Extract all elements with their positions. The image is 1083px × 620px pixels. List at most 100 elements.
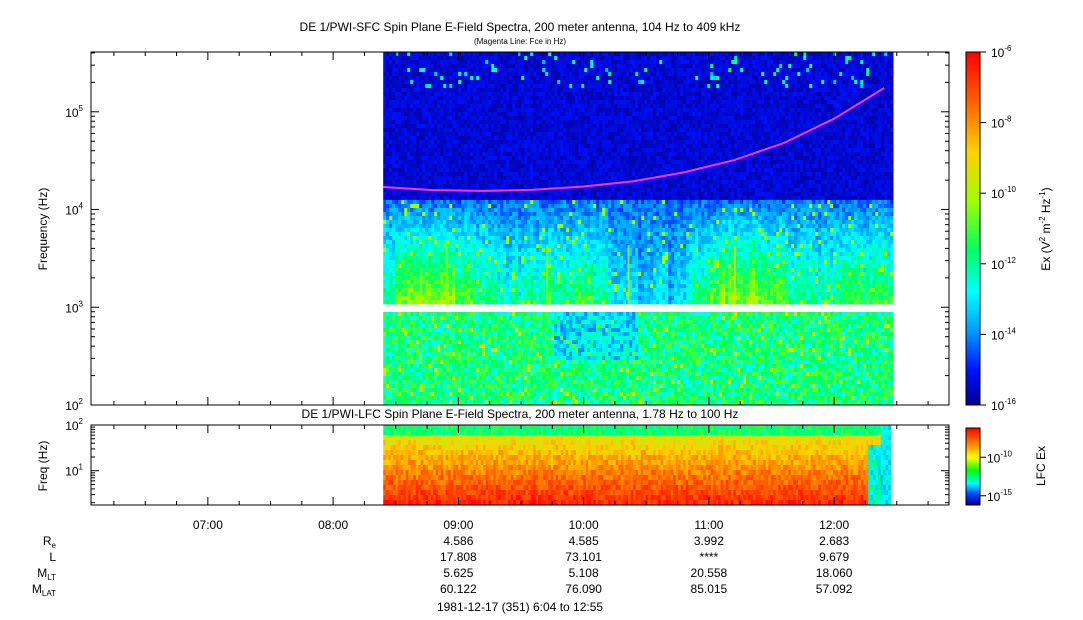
top-spectrogram-cell (533, 68, 537, 73)
top-spectrogram-cell (515, 72, 519, 77)
top-spectrogram-cell (851, 132, 855, 137)
top-spectrogram-cell (704, 152, 708, 157)
top-spectrogram-cell (887, 164, 891, 169)
top-spectrogram-cell (533, 56, 537, 61)
top-spectrogram-cell (464, 88, 468, 93)
top-spectrogram-cell (473, 156, 477, 161)
top-spectrogram-cell (509, 168, 513, 173)
top-spectrogram-cell (749, 160, 753, 165)
top-spectrogram-cell (620, 120, 624, 125)
top-spectrogram-cell (404, 80, 408, 85)
top-spectrogram-cell (470, 152, 474, 157)
top-spectrogram-cell (554, 144, 558, 149)
top-spectrogram-cell (590, 56, 594, 61)
top-spectrogram-cell (752, 80, 756, 85)
top-spectrogram-cell (386, 160, 390, 165)
top-spectrogram-cell (836, 84, 840, 89)
top-spectrogram-cell (548, 168, 552, 173)
top-spectrogram-cell (512, 64, 516, 69)
top-spectrogram-cell (509, 132, 513, 137)
top-spectrogram-cell (608, 160, 612, 165)
top-spectrogram-cell (461, 168, 465, 173)
top-spectrogram-cell (731, 96, 735, 101)
top-spectrogram-cell (479, 120, 483, 125)
top-spectrogram-cell (791, 84, 795, 89)
top-spectrogram-cell (749, 68, 753, 73)
top-spectrogram-cell (590, 124, 594, 129)
top-spectrogram-cell (620, 132, 624, 137)
top-spectrogram-cell (617, 96, 621, 101)
top-spectrogram-cell (479, 112, 483, 117)
top-spectrogram-cell (428, 136, 432, 141)
top-spectrogram-cell (710, 140, 714, 145)
top-spectrogram-cell (470, 76, 474, 81)
top-spectrogram-cell (638, 84, 642, 89)
top-spectrogram-cell (776, 164, 780, 169)
top-spectrogram-cell (518, 136, 522, 141)
top-spectrogram-cell (680, 148, 684, 153)
top-spectrogram-cell (728, 104, 732, 109)
top-spectrogram-cell (842, 164, 846, 169)
top-spectrogram-cell (536, 104, 540, 109)
top-spectrogram-cell (884, 88, 888, 93)
top-spectrogram-cell (467, 88, 471, 93)
top-spectrogram-cell (599, 68, 603, 73)
top-spectrogram-cell (590, 136, 594, 141)
top-spectrogram-cell (470, 60, 474, 65)
top-spectrogram-cell (665, 100, 669, 105)
top-spectrogram-cell (656, 100, 660, 105)
top-spectrogram-cell (542, 164, 546, 169)
top-spectrogram-cell (797, 116, 801, 121)
top-spectrogram-cell (587, 128, 591, 133)
top-spectrogram-cell (545, 128, 549, 133)
top-spectrogram-cell (866, 132, 870, 137)
top-spectrogram-cell (776, 52, 780, 57)
top-spectrogram-cell (641, 52, 645, 57)
top-spectrogram-cell (749, 92, 753, 97)
top-spectrogram-cell (635, 164, 639, 169)
top-spectrogram-cell (518, 84, 522, 89)
top-spectrogram-cell (392, 116, 396, 121)
top-spectrogram-cell (839, 108, 843, 113)
top-spectrogram-cell (875, 96, 879, 101)
top-spectrogram-cell (569, 148, 573, 153)
top-spectrogram-cell (545, 80, 549, 85)
top-spectrogram-cell (827, 100, 831, 105)
top-spectrogram-cell (482, 112, 486, 117)
top-spectrogram-cell (734, 112, 738, 117)
top-spectrogram-cell (638, 144, 642, 149)
top-spectrogram-cell (440, 60, 444, 65)
top-spectrogram-cell (755, 100, 759, 105)
top-spectrogram-cell (632, 144, 636, 149)
top-spectrogram-cell (581, 92, 585, 97)
top-spectrogram-cell (638, 88, 642, 93)
top-spectrogram-cell (800, 100, 804, 105)
top-spectrogram-cell (518, 120, 522, 125)
top-spectrogram-cell (494, 144, 498, 149)
top-spectrogram-cell (833, 72, 837, 77)
top-spectrogram-cell (779, 108, 783, 113)
top-spectrogram-cell (638, 148, 642, 153)
top-spectrogram-cell (773, 140, 777, 145)
top-spectrogram-cell (455, 108, 459, 113)
top-spectrogram-cell (485, 92, 489, 97)
top-spectrogram-cell (437, 132, 441, 137)
top-spectrogram-cell (701, 72, 705, 77)
top-spectrogram-cell (500, 160, 504, 165)
top-spectrogram-cell (461, 112, 465, 117)
top-spectrogram-cell (884, 108, 888, 113)
top-spectrogram-cell (386, 92, 390, 97)
top-spectrogram-cell (779, 72, 783, 77)
top-spectrogram-cell (671, 140, 675, 145)
top-spectrogram-cell (623, 148, 627, 153)
top-spectrogram-cell (800, 156, 804, 161)
top-spectrogram-cell (428, 128, 432, 133)
top-spectrogram-cell (569, 68, 573, 73)
top-spectrogram-cell (482, 116, 486, 121)
top-spectrogram-cell (557, 68, 561, 73)
top-spectrogram-cell (458, 52, 462, 57)
top-spectrogram-cell (566, 116, 570, 121)
top-spectrogram-cell (464, 124, 468, 129)
top-spectrogram-cell (434, 124, 438, 129)
top-spectrogram-cell (434, 168, 438, 173)
